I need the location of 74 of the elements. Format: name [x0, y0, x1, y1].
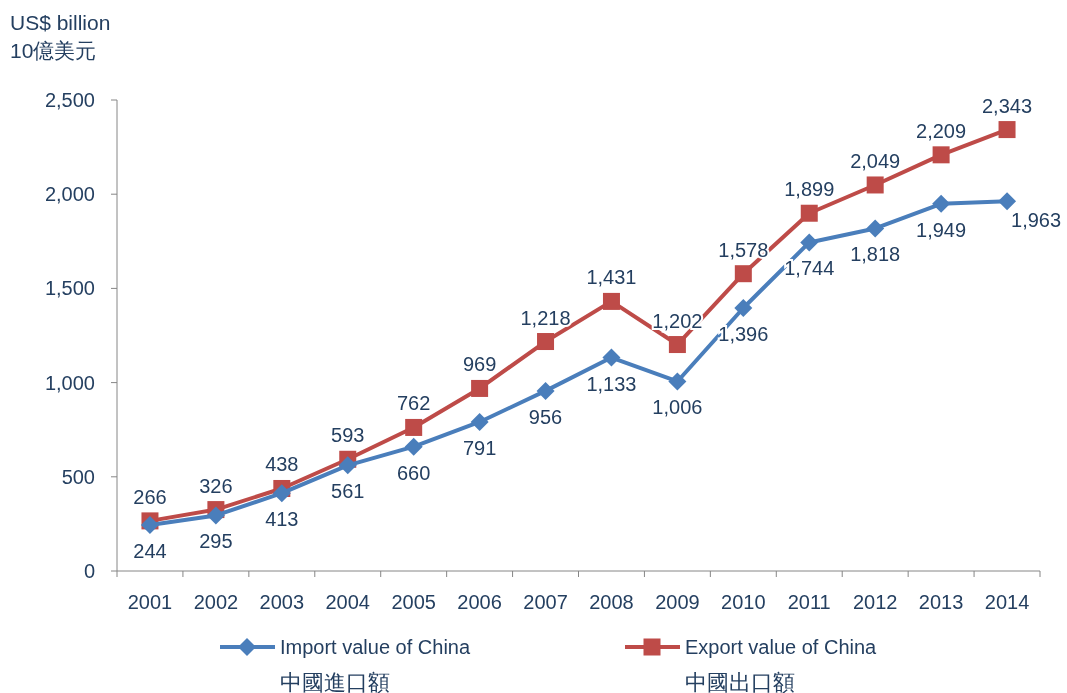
point: [602, 292, 620, 310]
data-label: 561: [331, 480, 365, 503]
data-label: 791: [462, 436, 497, 459]
point: [800, 233, 819, 252]
point: [668, 372, 687, 391]
point: [206, 506, 225, 525]
y-tick-label: 500: [61, 465, 95, 488]
y-axis-title: US$ billion 10億美元: [10, 11, 111, 62]
data-label: 1,963: [1011, 209, 1062, 232]
data-label: 762: [396, 392, 431, 415]
legend-label: Export value of China 中國出口額: [685, 636, 878, 693]
point: [932, 146, 950, 164]
data-label: 2,209: [916, 119, 967, 142]
data-label: 2,343: [982, 94, 1033, 117]
data-label: 1,133: [586, 372, 637, 395]
point: [998, 192, 1017, 211]
data-label: 1,218: [520, 306, 571, 329]
point: [471, 379, 489, 397]
point: [668, 336, 686, 354]
data-label: 1,949: [916, 218, 967, 241]
data-label: 1,431: [586, 266, 637, 289]
data-label: 660: [396, 461, 431, 484]
data-label: 1,396: [718, 322, 769, 345]
x-tick-label: 2003: [259, 591, 305, 613]
point: [537, 333, 555, 351]
y-tick-label: 1,000: [44, 371, 95, 394]
x-tick-label: 2012: [852, 591, 898, 613]
x-tick-label: 2010: [721, 591, 766, 613]
x-tick-label: 2007: [523, 591, 568, 613]
point: [866, 176, 884, 194]
point: [998, 121, 1016, 139]
legend-label: Import value of China 中國進口額: [280, 636, 471, 693]
x-tick-label: 2009: [655, 591, 700, 613]
data-label: 266: [133, 485, 167, 508]
y-tick-label: 0: [83, 560, 95, 582]
x-tick-label: 2011: [787, 591, 831, 613]
x-tick-label: 2005: [391, 591, 436, 613]
point: [338, 456, 357, 475]
point: [866, 219, 885, 238]
point: [536, 381, 555, 400]
data-label: 244: [133, 540, 167, 563]
data-label: 1,006: [652, 396, 703, 419]
data-label: 1,578: [718, 238, 769, 261]
y-tick-label: 2,000: [44, 183, 95, 206]
point: [602, 348, 621, 367]
x-tick-label: 2004: [325, 591, 370, 613]
point: [800, 204, 818, 222]
point: [932, 194, 951, 213]
data-label: 2,049: [850, 149, 901, 172]
data-label: 413: [265, 508, 299, 531]
x-tick-label: 2001: [127, 591, 173, 613]
x-tick-label: 2006: [457, 591, 502, 613]
x-tick-label: 2008: [589, 591, 634, 613]
point: [470, 412, 489, 431]
x-tick-label: 2002: [193, 591, 239, 613]
y-tick-label: 2,500: [44, 89, 95, 111]
point: [140, 516, 159, 535]
data-label: 593: [331, 424, 365, 447]
point: [404, 437, 423, 456]
data-label: 969: [462, 353, 497, 376]
x-tick-label: 2013: [918, 591, 964, 613]
data-label: 1,818: [850, 243, 901, 266]
data-label: 326: [199, 474, 233, 497]
x-tick-label: 2014: [984, 591, 1030, 613]
y-tick-label: 1,500: [44, 277, 95, 300]
data-label: 438: [265, 453, 299, 476]
data-label: 956: [528, 405, 563, 428]
point: [272, 484, 291, 503]
point: [734, 298, 753, 317]
data-label: 1,899: [784, 178, 835, 201]
point: [405, 418, 423, 436]
data-label: 1,744: [784, 257, 835, 280]
point: [734, 265, 752, 283]
data-label: 295: [199, 530, 233, 553]
